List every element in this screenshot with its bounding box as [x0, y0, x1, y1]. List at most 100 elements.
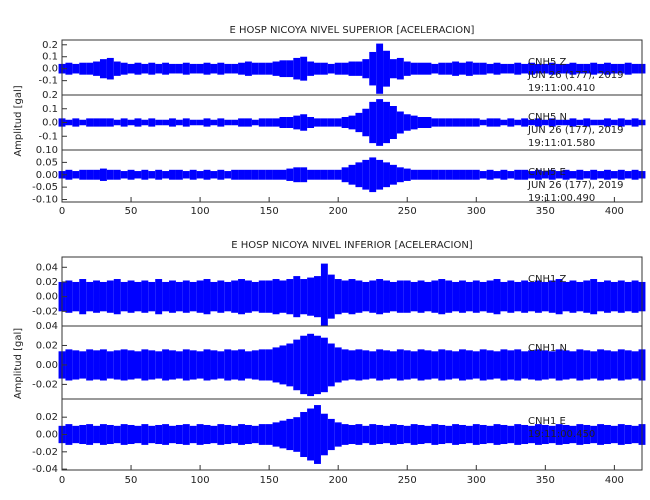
waveform-envelope	[182, 424, 190, 445]
waveform-envelope	[369, 424, 377, 445]
waveform-envelope	[203, 279, 211, 315]
waveform-envelope	[127, 280, 135, 313]
waveform-envelope	[155, 169, 163, 180]
y-tick-label: -0.02	[32, 306, 58, 317]
waveform-envelope	[431, 424, 439, 445]
waveform-envelope	[210, 350, 218, 380]
waveform-envelope	[583, 280, 591, 313]
waveform-envelope	[307, 333, 315, 397]
waveform-envelope	[348, 279, 356, 315]
waveform-envelope	[286, 279, 294, 315]
waveform-envelope	[72, 171, 80, 179]
waveform-envelope	[376, 99, 384, 146]
waveform-envelope	[106, 351, 114, 379]
waveform-envelope	[424, 169, 432, 180]
waveform-envelope	[238, 349, 245, 381]
waveform-envelope	[479, 424, 487, 445]
waveform-envelope	[452, 61, 460, 76]
y-tick-label: 0.04	[36, 321, 58, 332]
waveform-envelope	[534, 424, 542, 445]
waveform-envelope	[175, 351, 183, 379]
waveform-envelope	[106, 424, 114, 445]
waveform-envelope	[314, 118, 321, 127]
waveform-envelope	[403, 280, 411, 313]
waveform-envelope	[93, 280, 100, 313]
waveform-envelope	[327, 274, 335, 319]
y-tick-label: 0.2	[42, 90, 58, 101]
waveform-envelope	[555, 349, 563, 381]
waveform-envelope	[238, 424, 245, 445]
waveform-envelope	[320, 263, 328, 326]
waveform-envelope	[327, 118, 335, 127]
waveform-envelope	[196, 171, 204, 179]
waveform-envelope	[93, 61, 100, 76]
x-tick-label: 0	[59, 206, 65, 217]
y-tick-label: 0.1	[42, 52, 58, 63]
waveform-envelope	[244, 61, 252, 76]
x-tick-label: 50	[125, 475, 138, 486]
waveform-envelope	[583, 350, 591, 380]
waveform-envelope	[459, 424, 466, 445]
waveform-envelope	[624, 281, 632, 312]
waveform-envelope	[113, 119, 121, 126]
waveform-envelope	[327, 418, 335, 451]
waveform-envelope	[293, 417, 301, 452]
waveform-envelope	[438, 279, 446, 315]
waveform-envelope	[120, 424, 128, 445]
waveform-envelope	[65, 349, 73, 381]
waveform-envelope	[507, 63, 515, 74]
waveform-envelope	[300, 279, 308, 315]
waveform-envelope	[327, 169, 335, 180]
waveform-envelope	[141, 119, 149, 126]
waveform-envelope	[348, 424, 356, 445]
waveform-envelope	[86, 118, 94, 127]
waveform-envelope	[265, 118, 273, 127]
waveform-envelope	[203, 62, 211, 75]
waveform-envelope	[383, 280, 390, 313]
waveform-envelope	[396, 167, 404, 183]
waveform-envelope	[507, 280, 515, 313]
waveform-envelope	[217, 118, 225, 127]
waveform-envelope	[562, 63, 570, 74]
waveform-envelope	[562, 281, 570, 312]
waveform-envelope	[459, 62, 466, 75]
waveform-envelope	[396, 280, 404, 313]
waveform-envelope	[279, 60, 287, 78]
waveform-envelope	[590, 351, 598, 379]
waveform-envelope	[617, 424, 625, 445]
waveform-envelope	[320, 413, 328, 456]
waveform-envelope	[238, 118, 245, 127]
waveform-envelope	[452, 118, 460, 127]
waveform-envelope	[479, 62, 487, 75]
waveform-envelope	[279, 420, 287, 449]
y-tick-label: 0.00	[36, 292, 58, 303]
waveform-envelope	[486, 169, 494, 180]
waveform-envelope	[438, 349, 446, 381]
x-tick-label: 50	[125, 206, 138, 217]
x-tick-label: 100	[191, 475, 210, 486]
waveform-envelope	[265, 280, 273, 313]
waveform-envelope	[182, 118, 190, 127]
waveform-envelope	[569, 171, 577, 179]
y-tick-label: -0.04	[32, 464, 58, 475]
waveform-envelope	[300, 114, 308, 131]
waveform-envelope	[265, 349, 273, 381]
waveform-envelope	[548, 118, 556, 127]
waveform-envelope	[452, 424, 460, 445]
waveform-envelope	[610, 281, 618, 312]
waveform-envelope	[169, 169, 176, 180]
waveform-envelope	[307, 277, 315, 316]
waveform-envelope	[314, 62, 321, 75]
waveform-envelope	[355, 424, 363, 445]
waveform-envelope	[265, 169, 273, 180]
waveform-envelope	[389, 424, 397, 445]
waveform-envelope	[203, 349, 211, 381]
y-tick-label: -0.1	[38, 76, 58, 87]
waveform-envelope	[403, 114, 411, 131]
waveform-envelope	[465, 61, 473, 76]
waveform-envelope	[65, 424, 73, 445]
trace-annotation: 19:11:01.580	[528, 138, 595, 149]
waveform-envelope	[210, 63, 218, 74]
waveform-envelope	[293, 167, 301, 183]
waveform-envelope	[113, 61, 121, 76]
